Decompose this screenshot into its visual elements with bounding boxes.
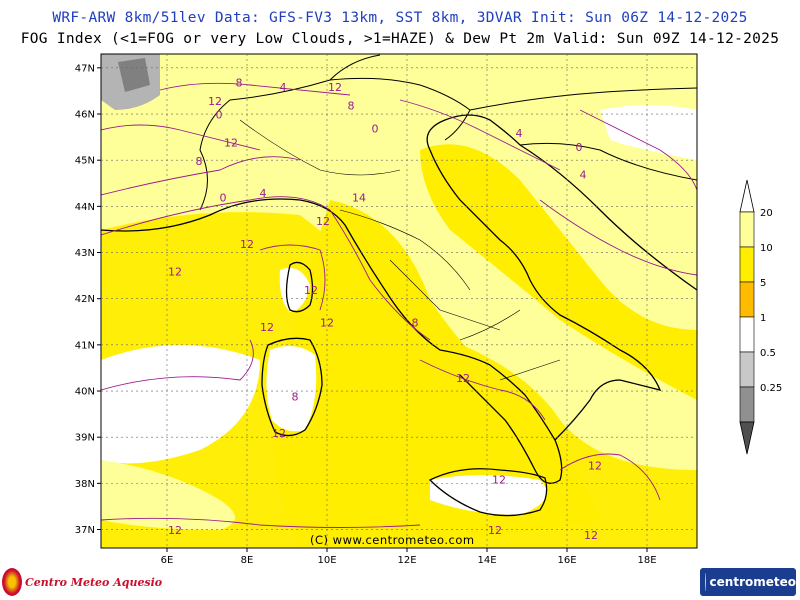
legend-label: 10 bbox=[760, 243, 773, 254]
lat-label: 41N bbox=[75, 340, 95, 351]
contour-label: 8 bbox=[236, 76, 243, 89]
centrometeo-logo-text: centrometeo bbox=[709, 575, 796, 589]
fog-field-white-ne bbox=[600, 105, 697, 160]
fog-index-legend: 20 10 5 1 0.5 0.25 bbox=[739, 179, 782, 455]
aquesio-logo-icon bbox=[2, 568, 22, 596]
lat-label: 37N bbox=[75, 525, 95, 536]
map-frame bbox=[100, 53, 698, 549]
contour-label: 14 bbox=[352, 192, 366, 205]
contour-label: 0 bbox=[216, 109, 223, 122]
legend-swatch bbox=[739, 316, 755, 353]
fog-field-dark-grey bbox=[118, 58, 150, 92]
borders bbox=[199, 54, 697, 211]
contour-label: 12 bbox=[584, 529, 598, 542]
lat-label: 46N bbox=[75, 110, 95, 121]
contour-label: 12 bbox=[260, 321, 274, 334]
fog-field-white-sw bbox=[101, 345, 260, 464]
graticule bbox=[97, 54, 697, 552]
legend-swatch bbox=[739, 351, 755, 388]
lat-label: 42N bbox=[75, 294, 95, 305]
centrometeo-logo: centrometeo bbox=[700, 568, 796, 596]
legend-label: 0.25 bbox=[760, 383, 782, 394]
latitude-labels: 47N 46N 45N 44N 43N 42N 41N 40N 39N 38N 37N bbox=[75, 63, 95, 536]
legend-label: 5 bbox=[760, 278, 766, 289]
lon-label: 16E bbox=[557, 555, 576, 566]
legend-swatch bbox=[739, 246, 755, 283]
contour-label: 12 bbox=[316, 215, 330, 228]
lat-label: 45N bbox=[75, 156, 95, 167]
lat-label: 43N bbox=[75, 248, 95, 259]
lon-label: 18E bbox=[637, 555, 656, 566]
contour-label: 12 bbox=[328, 81, 342, 94]
contour-label: 12 bbox=[168, 266, 182, 279]
legend-bottom-arrow bbox=[739, 421, 755, 455]
legend-swatch bbox=[739, 386, 755, 423]
contour-label: 12 bbox=[488, 524, 502, 537]
lon-label: 6E bbox=[161, 555, 174, 566]
contour-label: 12 bbox=[320, 316, 334, 329]
fog-field-white-sardinia bbox=[266, 346, 317, 432]
contour-label: 4 bbox=[280, 81, 287, 94]
legend-top-arrow bbox=[739, 179, 755, 213]
contour-label: 8 bbox=[292, 390, 299, 403]
legend-label: 20 bbox=[760, 208, 773, 219]
contour-label: 12 bbox=[492, 473, 506, 486]
lon-label: 14E bbox=[477, 555, 496, 566]
contour-label: 12 bbox=[224, 136, 238, 149]
contour-label: 4 bbox=[260, 187, 267, 200]
legend-label: 1 bbox=[760, 313, 766, 324]
legend-swatch bbox=[739, 281, 755, 318]
legend-swatch bbox=[739, 211, 755, 248]
lon-label: 10E bbox=[317, 555, 336, 566]
lat-label: 38N bbox=[75, 479, 95, 490]
contour-label: 12 bbox=[168, 524, 182, 537]
title-line-2: FOG Index (<1=FOG or very Low Clouds, >1… bbox=[20, 31, 780, 47]
centro-meteo-aquesio-logo: Centro Meteo Aquesio bbox=[2, 568, 162, 596]
contour-label: 4 bbox=[580, 169, 587, 182]
contour-label: 8 bbox=[412, 316, 419, 329]
contour-label: 4 bbox=[516, 127, 523, 140]
aquesio-logo-text: Centro Meteo Aquesio bbox=[25, 575, 163, 589]
contour-label: 0 bbox=[220, 192, 227, 205]
contour-label: 0 bbox=[372, 122, 379, 135]
lon-label: 8E bbox=[241, 555, 254, 566]
lon-label: 12E bbox=[397, 555, 416, 566]
lat-label: 47N bbox=[75, 63, 95, 74]
contour-label: 12 bbox=[304, 284, 318, 297]
fog-field-white-sicily bbox=[430, 475, 547, 515]
contour-label: 12 bbox=[240, 238, 254, 251]
longitude-labels: 6E 8E 10E 12E 14E 16E 18E bbox=[161, 555, 657, 566]
lat-label: 39N bbox=[75, 433, 95, 444]
dewpoint-contours bbox=[101, 82, 697, 528]
regional-borders bbox=[239, 119, 561, 381]
lat-label: 40N bbox=[75, 387, 95, 398]
title-line-1: WRF-ARW 8km/51lev Data: GFS-FV3 13km, SS… bbox=[52, 10, 748, 26]
contour-label: 12 bbox=[208, 95, 222, 108]
legend-label: 0.5 bbox=[760, 348, 776, 359]
contour-label: 12 bbox=[272, 427, 286, 440]
fog-field-adriatic bbox=[420, 144, 697, 400]
contour-label: 12 bbox=[588, 460, 602, 473]
centrometeo-logo-icon bbox=[705, 573, 706, 591]
contour-label: 12 bbox=[456, 372, 470, 385]
fog-field-tyrrhenian bbox=[273, 200, 600, 548]
contour-label: 8 bbox=[348, 99, 355, 112]
contour-label: 8 bbox=[196, 155, 203, 168]
contour-label: 0 bbox=[576, 141, 583, 154]
copyright-credit: (C) www.centrometeo.com bbox=[310, 533, 475, 547]
lat-label: 44N bbox=[75, 202, 95, 213]
fog-field-light-s bbox=[101, 460, 235, 530]
